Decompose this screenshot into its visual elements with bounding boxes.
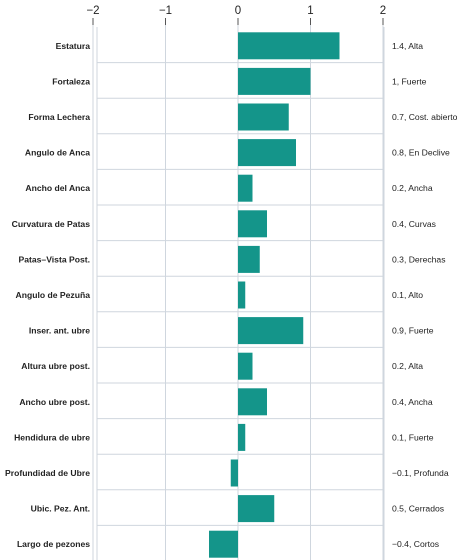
category-labels: Estatura Fortaleza Forma Lechera Angulo de … [5,41,90,549]
category-label: Ancho ubre post. [19,397,90,407]
value-label: 0.1, Alto [392,290,423,300]
x-tick-label: −1 [159,5,172,17]
bar [230,459,238,487]
category-label: Hendidura de ubre [14,432,90,442]
bar [238,139,296,167]
bar [238,317,304,345]
category-label: Altura ubre post. [21,361,90,371]
value-label: 0.8, En Declive [392,148,450,158]
bar [238,281,246,309]
value-label: 0.5, Cerrados [392,504,444,514]
value-label: 0.9, Fuerte [392,326,434,336]
bar [238,423,246,451]
bar [238,174,253,202]
value-label: −0.4, Cortos [392,539,439,549]
category-label: Inser. ant. ubre [29,326,90,336]
value-label: 0.7, Cost. abierto [392,112,457,122]
x-axis-ticks: −2 −1 0 1 2 [86,5,386,17]
x-tick-label: 0 [235,5,241,17]
bar [238,245,260,273]
value-labels: 1.4, Alta 1, Fuerte 0.7, Cost. abierto 0.8,… [392,41,457,549]
bar [238,32,340,60]
value-label: 0.4, Ancha [392,397,433,407]
grid-lines [92,18,385,560]
x-tick-label: 2 [380,5,386,17]
bar [238,67,311,95]
bar [238,495,275,523]
value-label: 0.4, Curvas [392,219,436,229]
category-label: Estatura [56,41,91,51]
value-label: 0.3, Derechas [392,254,446,264]
value-label: −0.1, Profunda [392,468,449,478]
bar [238,210,267,238]
value-label: 1, Fuerte [392,76,427,86]
bar [209,530,238,558]
value-label: 0.2, Alta [392,361,423,371]
bar [238,352,253,380]
category-label: Forma Lechera [28,112,90,122]
bars [209,32,340,558]
category-label: Angulo de Anca [25,148,90,158]
category-label: Patas–Vista Post. [19,254,91,264]
value-label: 1.4, Alta [392,41,423,51]
x-tick-label: 1 [307,5,313,17]
category-label: Profundidad de Ubre [5,468,90,478]
category-label: Curvatura de Patas [12,219,91,229]
value-label: 0.1, Fuerte [392,432,434,442]
category-label: Largo de pezones [17,539,90,549]
value-label: 0.2, Ancha [392,183,433,193]
x-tick-label: −2 [86,5,99,17]
category-label: Fortaleza [52,76,90,86]
bar [238,103,289,131]
category-label: Ubic. Pez. Ant. [31,504,90,514]
category-label: Angulo de Pezuña [16,290,91,300]
bar [238,388,267,416]
category-label: Ancho del Anca [25,183,90,193]
